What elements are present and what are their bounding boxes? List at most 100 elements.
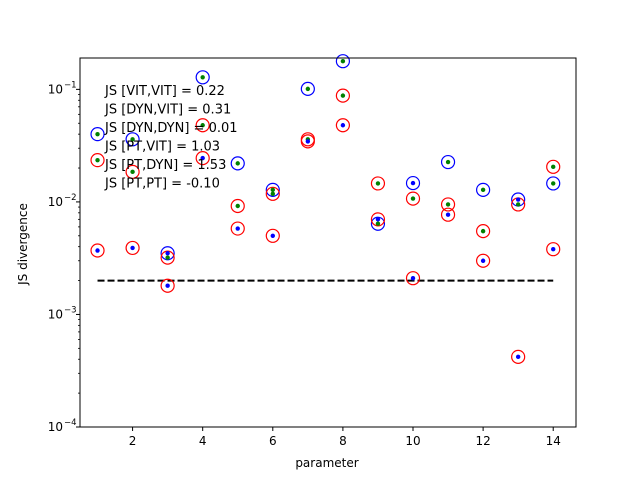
data-point-dot	[480, 258, 486, 263]
data-point-dot	[340, 123, 346, 128]
data-point-dot	[551, 181, 556, 186]
data-point-dot	[410, 196, 416, 201]
data-point-dot	[270, 187, 275, 193]
x-tick-label: 6	[269, 434, 277, 448]
data-point-circle	[546, 176, 561, 191]
annotation-text: JS [VIT,VIT] = 0.22	[104, 84, 225, 99]
data-point-dot	[270, 233, 275, 238]
data-point-circle	[300, 81, 315, 96]
data-point-dot	[480, 228, 486, 234]
data-point-circle	[335, 54, 350, 69]
data-point-dot	[305, 86, 311, 92]
annotation-text: JS [DYN,VIT] = 0.31	[104, 103, 231, 118]
data-point-dot	[130, 137, 135, 142]
data-point-circle	[335, 88, 350, 103]
data-point-dot	[235, 226, 240, 231]
data-point-dot	[445, 202, 451, 207]
annotation-text: JS [PT,PT] = -0.10	[104, 177, 220, 192]
data-point-dot	[95, 248, 100, 253]
x-tick-label: 12	[475, 434, 490, 448]
markers-layer	[90, 54, 561, 364]
data-point-dot	[130, 169, 135, 175]
data-point-circle	[335, 118, 350, 133]
data-point-circle	[476, 253, 491, 268]
data-point-dot	[95, 131, 100, 137]
data-point-circle	[265, 186, 280, 201]
plot-area	[80, 58, 576, 427]
data-point-circle	[405, 271, 421, 286]
data-point-dot	[165, 255, 170, 260]
data-point-circle	[90, 153, 105, 168]
data-point-circle	[405, 191, 421, 206]
data-point-circle	[265, 182, 280, 197]
data-point-circle	[476, 182, 491, 197]
data-point-dot	[235, 161, 240, 166]
data-point-circle	[546, 159, 561, 174]
data-point-circle	[230, 221, 245, 236]
data-point-circle	[476, 224, 491, 239]
x-axis-label: parameter	[295, 456, 358, 470]
x-tick-label: 4	[199, 434, 207, 448]
data-point-dot	[200, 75, 205, 80]
data-point-dot	[515, 197, 521, 202]
data-point-dot	[235, 203, 240, 209]
data-point-dot	[375, 217, 381, 222]
y-tick-label: 10	[48, 307, 63, 321]
data-point-dot	[200, 123, 205, 128]
data-point-dot	[551, 247, 556, 252]
data-point-dot	[165, 283, 170, 288]
data-point-circle	[405, 175, 421, 191]
data-point-dot	[165, 251, 170, 256]
annotation-text: JS [DYN,DYN] = 0.01	[104, 121, 238, 136]
data-point-dot	[551, 164, 556, 170]
data-point-dot	[305, 139, 311, 144]
data-point-dot	[410, 275, 416, 281]
data-point-dot	[270, 191, 275, 197]
data-point-dot	[410, 180, 416, 186]
plot-background	[80, 58, 576, 427]
data-point-dot	[130, 245, 135, 251]
y-tick-exponent: −4	[64, 418, 77, 428]
annotation-text: JS [PT,VIT] = 1.03	[104, 140, 220, 155]
data-point-circle	[265, 228, 280, 243]
data-point-circle	[125, 132, 140, 147]
y-tick-label: 10	[48, 195, 63, 209]
data-point-dot	[515, 202, 521, 207]
data-point-dot	[445, 212, 451, 217]
data-point-dot	[480, 187, 486, 193]
data-point-circle	[125, 164, 140, 179]
y-tick-label: 10	[48, 420, 63, 434]
data-point-dot	[340, 58, 346, 64]
data-point-dot	[200, 155, 205, 161]
data-point-circle	[230, 156, 245, 171]
data-point-dot	[340, 93, 346, 98]
data-point-circle	[370, 176, 386, 191]
data-point-circle	[160, 278, 175, 293]
data-point-dot	[95, 157, 100, 163]
data-point-circle	[125, 240, 140, 256]
data-point-circle	[195, 118, 210, 133]
data-point-circle	[230, 198, 245, 214]
y-tick-exponent: −3	[64, 305, 77, 315]
x-tick-label: 8	[339, 434, 347, 448]
x-tick-label: 14	[546, 434, 561, 448]
axes-frame	[79, 57, 577, 428]
data-point-dot	[375, 221, 381, 226]
data-point-circle	[195, 151, 210, 166]
data-point-circle	[440, 154, 456, 170]
data-point-circle	[511, 349, 526, 364]
annotations-layer: JS [VIT,VIT] = 0.22 JS [DYN,VIT] = 0.31 JS…	[104, 84, 238, 192]
data-point-circle	[90, 127, 105, 142]
data-point-circle	[90, 243, 105, 258]
data-point-dot	[515, 354, 521, 360]
data-point-dot	[445, 159, 451, 165]
y-tick-label: 10	[48, 82, 63, 96]
data-point-circle	[300, 134, 315, 149]
data-point-circle	[195, 70, 210, 85]
data-point-circle	[440, 207, 456, 222]
y-axis-label: JS divergence	[16, 203, 30, 286]
x-tick-label: 2	[129, 434, 137, 448]
data-point-circle	[546, 242, 561, 257]
